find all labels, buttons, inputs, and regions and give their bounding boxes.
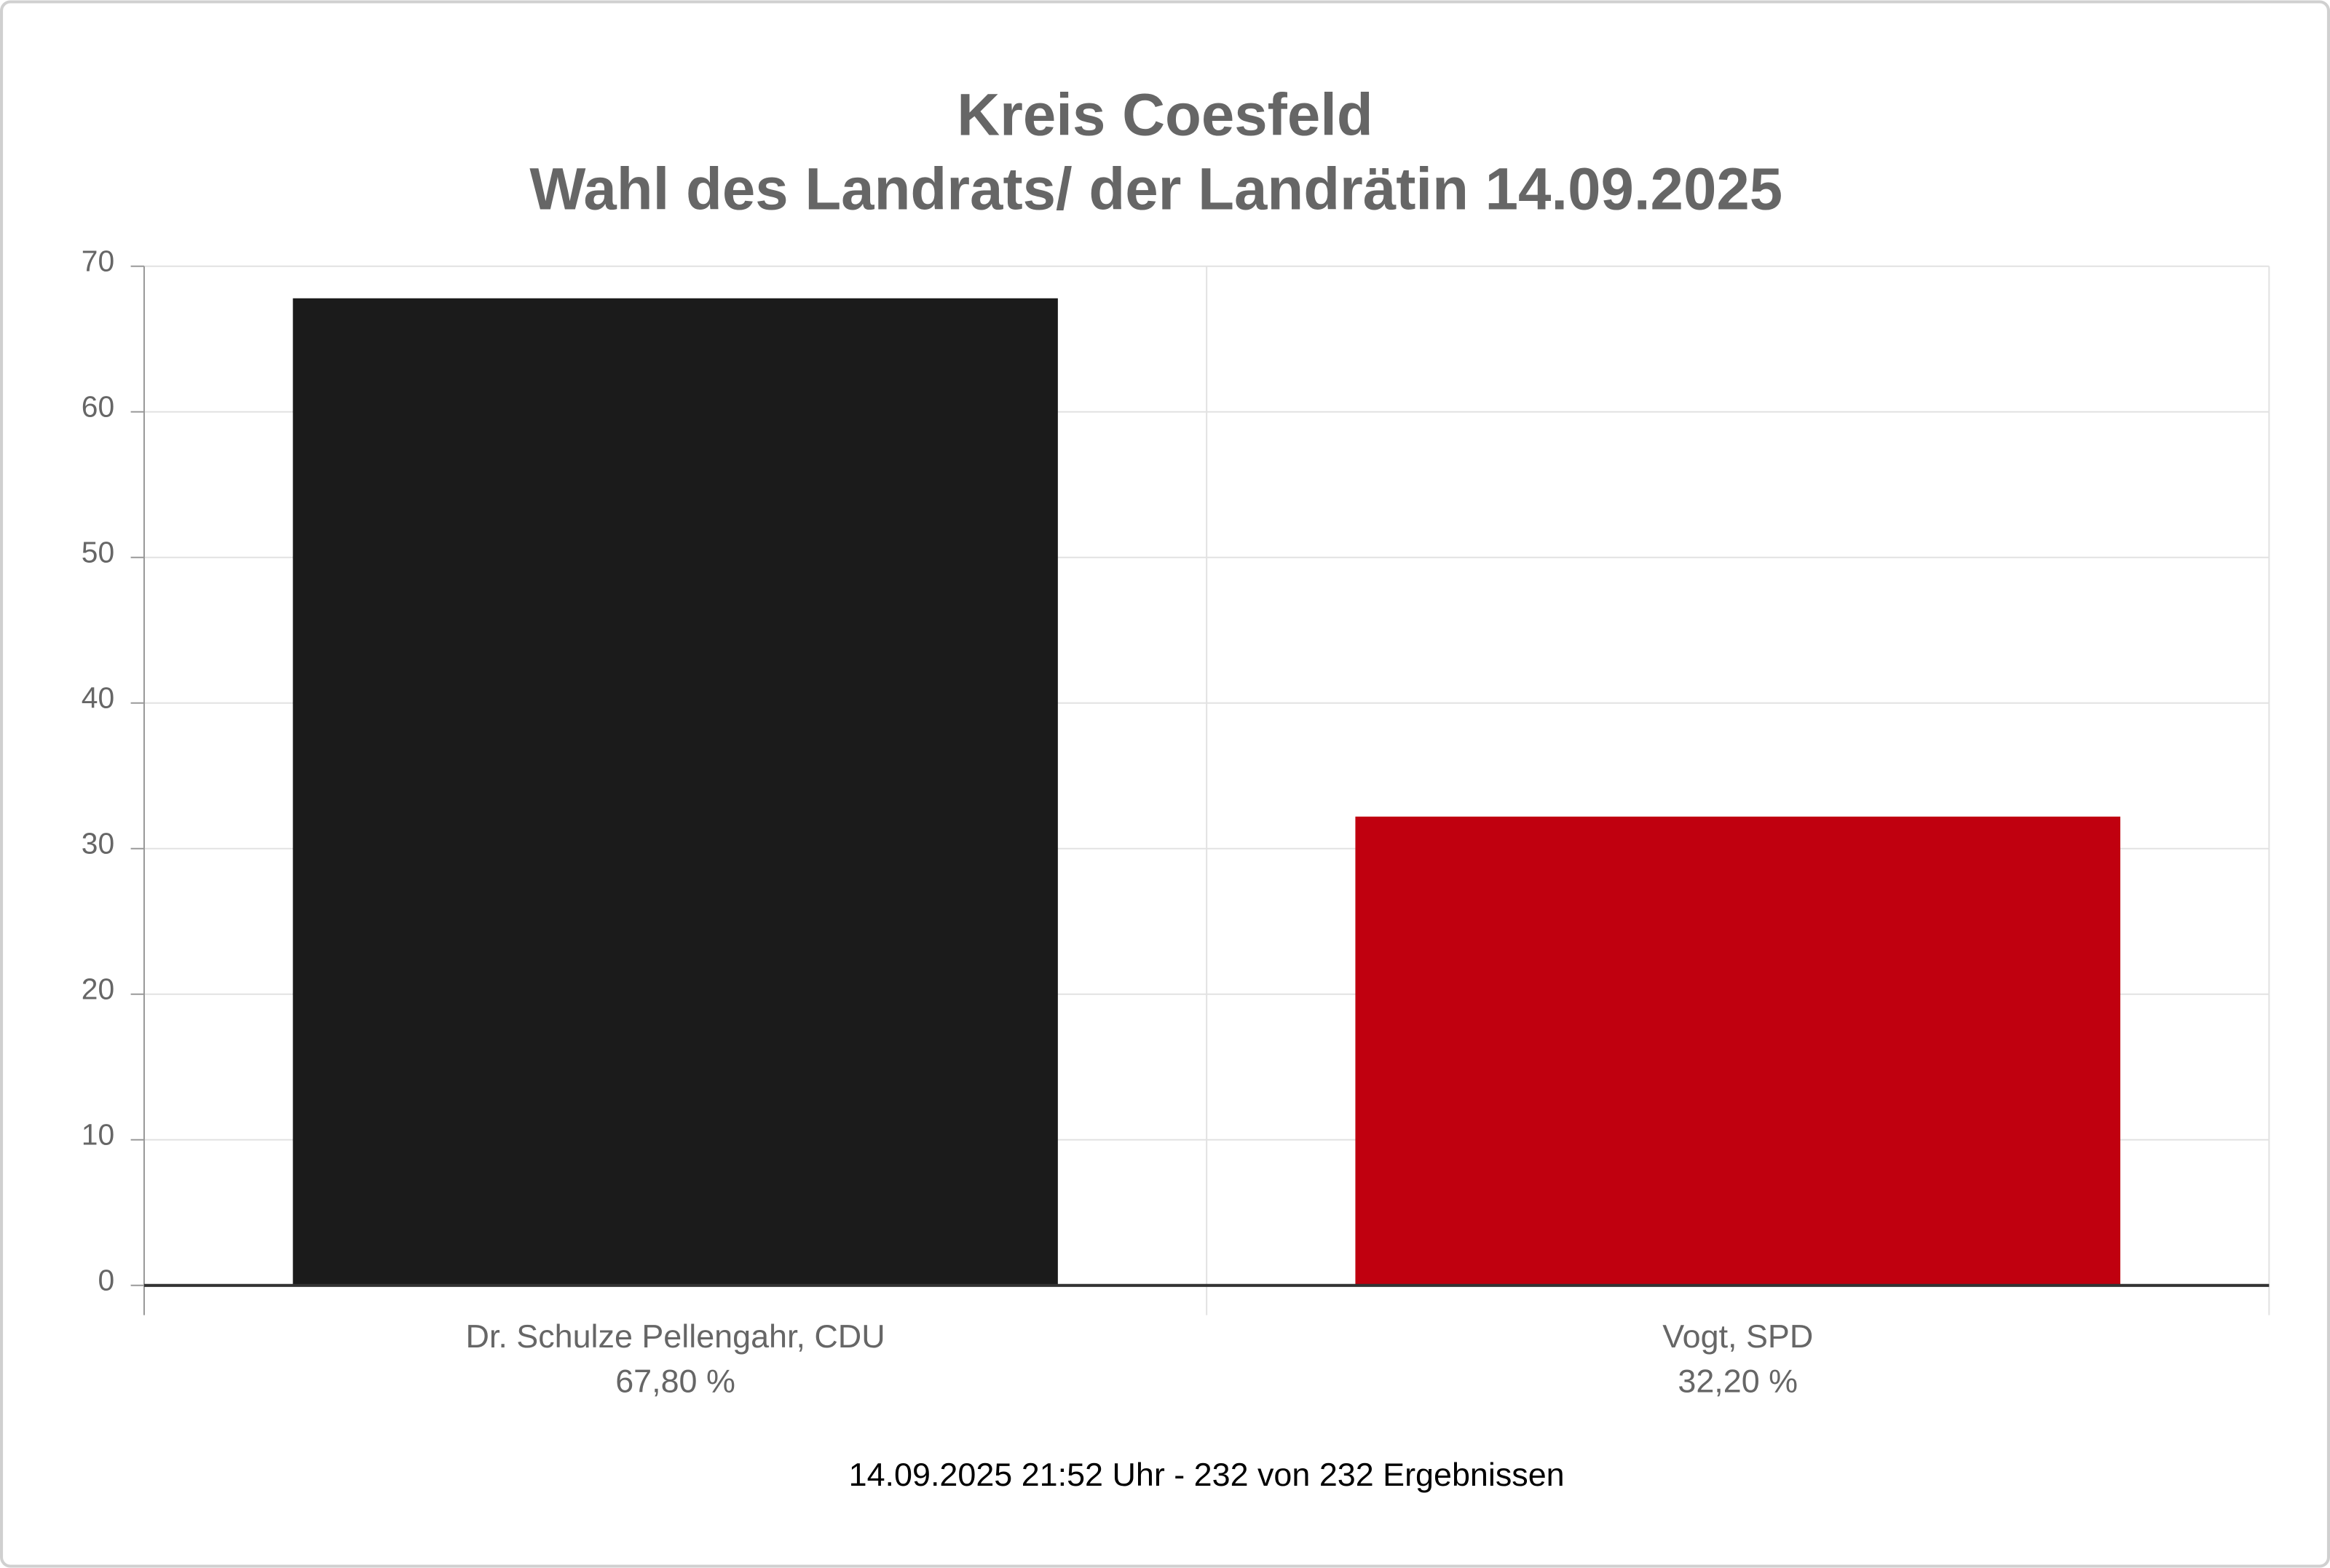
bar <box>1355 816 2121 1286</box>
y-tick-label: 10 <box>82 1117 114 1151</box>
y-tick-label: 70 <box>82 244 114 277</box>
y-tick-label: 20 <box>82 972 114 1005</box>
chart-subtitle: Wahl des Landrats/ der Landrätin 14.09.2… <box>529 156 1782 222</box>
y-tick-label: 60 <box>82 389 114 423</box>
y-tick-label: 0 <box>98 1263 114 1296</box>
bar <box>293 298 1058 1286</box>
x-tick-label: Vogt, SPD <box>1662 1318 1813 1355</box>
value-label: 32,20 % <box>1678 1362 1798 1399</box>
y-tick-label: 50 <box>82 535 114 569</box>
y-tick-label: 30 <box>82 826 114 860</box>
y-tick-label: 40 <box>82 681 114 714</box>
footnote: 14.09.2025 21:52 Uhr - 232 von 232 Ergeb… <box>849 1456 1565 1493</box>
x-tick-label: Dr. Schulze Pellengahr, CDU <box>465 1318 885 1355</box>
value-label: 67,80 % <box>615 1362 735 1399</box>
chart-title: Kreis Coesfeld <box>957 82 1373 148</box>
